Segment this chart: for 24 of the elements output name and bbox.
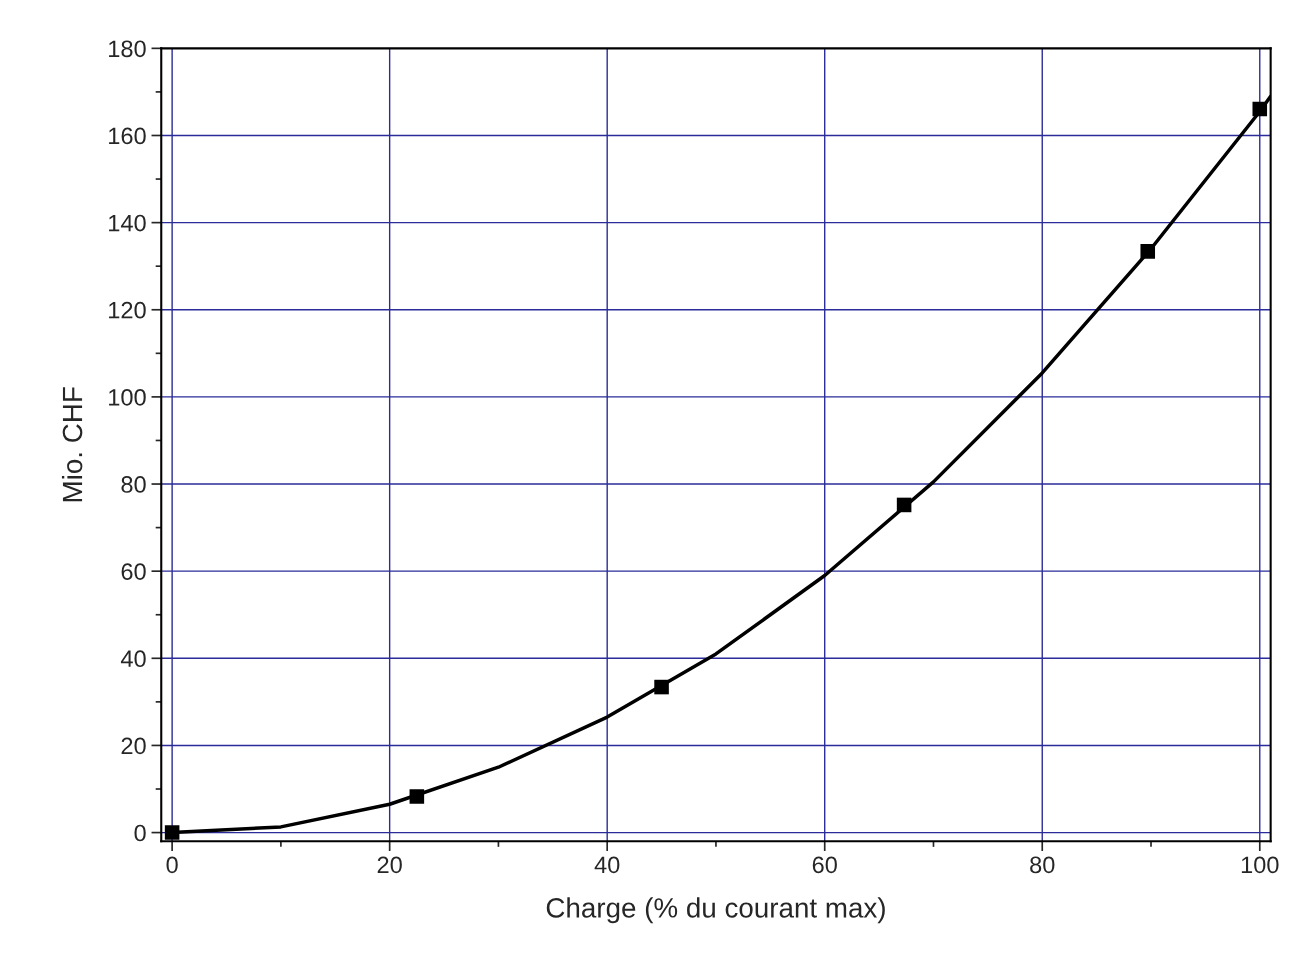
y-tick-label: 20 xyxy=(121,737,146,755)
y-tick-label: 180 xyxy=(109,40,146,58)
point xyxy=(1140,244,1156,259)
x-tick-label: 40 xyxy=(594,856,620,874)
point xyxy=(164,825,180,840)
x-tick-label: 0 xyxy=(166,856,178,874)
y-tick-label: 160 xyxy=(109,127,146,145)
point xyxy=(896,497,912,513)
x-tick-label: 100 xyxy=(1241,856,1279,874)
x-tick-label: 20 xyxy=(377,856,402,874)
point xyxy=(409,789,425,804)
y-tick-label: 140 xyxy=(109,214,146,232)
y-tick-label: 0 xyxy=(134,824,146,842)
x-tick-label: 80 xyxy=(1030,856,1055,874)
y-tick-label: 120 xyxy=(109,301,146,319)
y-tick-label: 40 xyxy=(120,650,146,668)
y-tick-label: 60 xyxy=(121,563,146,580)
y-axis-title: Mio. CHF xyxy=(61,387,83,502)
point xyxy=(654,679,669,695)
y-tick-label: 100 xyxy=(109,388,146,406)
x-tick-label: 60 xyxy=(812,856,837,874)
y-tick-label: 80 xyxy=(121,476,146,493)
point xyxy=(1252,101,1268,117)
x-axis-title: Charge (% du courant max) xyxy=(546,897,885,924)
